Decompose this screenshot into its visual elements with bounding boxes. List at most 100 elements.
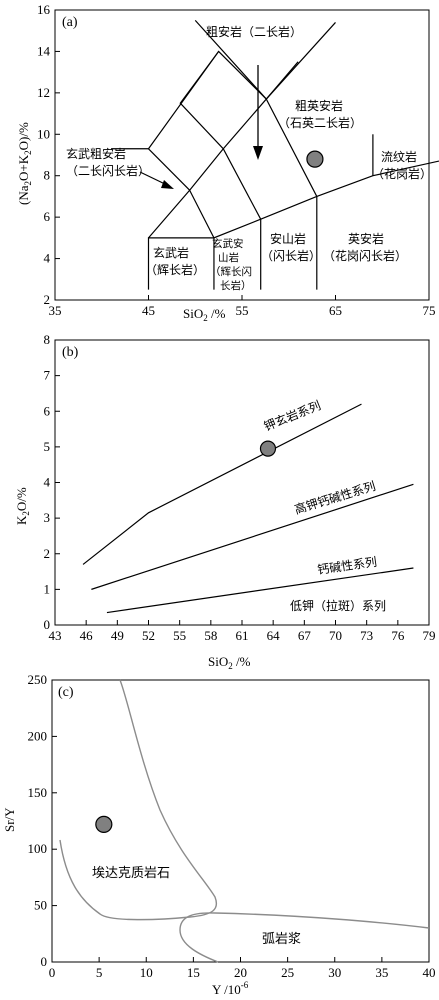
tas-boundary-line: [179, 51, 224, 150]
panel-b-x-tick-label: 46: [80, 628, 94, 643]
panel-a-x-tick-label: 35: [49, 303, 62, 318]
panel-a-y-tick-label: 8: [44, 168, 51, 183]
panel-a-field-boundaries: [111, 19, 439, 290]
field-label-arc-magma: 弧岩浆: [262, 932, 301, 947]
field-label-andesite-1: 安山岩: [270, 231, 306, 246]
field-label-adakite: 埃达克质岩石: [92, 866, 170, 881]
panel-b-k2o-sio2-diagram: (b) 43 46 49 52 55 58 61 64 67 70 73 76 79 012345678…: [14, 332, 436, 671]
field-label-basaltic-andesite-2: 山岩: [218, 251, 239, 264]
panel-a-arrowhead-leader: [161, 180, 174, 189]
panel-b-series-boundaries: [82, 403, 414, 614]
panel-a-tas-diagram: (a) 35 45 55 65 75 2 4 6 8 10 12 14 16 粗安岩（二长岩） 粗英安…: [16, 2, 439, 323]
panel-a-y-tick-label: 6: [44, 209, 51, 224]
field-label-dacite-1: 英安岩: [348, 231, 384, 246]
panel-b-y-tick-label: 5: [44, 439, 51, 454]
panel-b-y-tick-label: 3: [44, 510, 51, 525]
panel-c-sry-y-diagram: (c) 0 5 10 15 20 25 30 35 40 0 50 100 150 200 250 埃达克…: [2, 672, 436, 997]
field-label-trachyandesite: 粗安岩（二长岩）: [206, 24, 302, 39]
panel-a-sample-point: [306, 150, 324, 168]
panel-a-y-tick-label: 10: [37, 126, 50, 141]
panel-c-x-axis-title: Y /10-6: [212, 980, 249, 997]
field-label-basaltic-andesite-3: （辉长闪: [210, 265, 252, 278]
panel-b-label: (b): [62, 345, 79, 360]
panel-b-x-axis-title: SiO2 /%: [208, 654, 251, 671]
arc-magma-field-boundary: [179, 912, 430, 963]
field-label-rhyolite-1: 流纹岩: [381, 149, 417, 164]
field-label-trachydacite-2: （石英二长岩）: [278, 115, 362, 130]
panel-c-x-tick-label: 0: [49, 965, 56, 980]
panel-c-label: (c): [58, 685, 74, 700]
panel-a-y-tick-label: 14: [37, 43, 51, 58]
panel-c-x-tick-label: 5: [96, 965, 103, 980]
panel-b-x-tick-label: 76: [391, 628, 405, 643]
panel-c-y-tick-label: 200: [28, 728, 48, 743]
panel-c-x-tick-label: 35: [375, 965, 388, 980]
panel-b-y-tick-label: 1: [44, 581, 51, 596]
field-label-basalt-2: （辉长岩）: [145, 262, 205, 277]
panel-c-y-tick-label: 0: [41, 954, 48, 969]
panel-a-x-tick-label: 75: [423, 303, 436, 318]
panel-b-y-axis-title: K2O/%: [14, 487, 31, 525]
panel-a-arrow-leader: [139, 171, 168, 186]
panel-a-x-axis-title: SiO2 /%: [183, 306, 226, 323]
panel-a-y-ticks: 2 4 6 8 10 12 14 16: [37, 2, 60, 307]
panel-b-y-tick-label: 0: [44, 617, 51, 632]
panel-a-label: (a): [62, 15, 78, 30]
panel-c-y-ticks: 0 50 100 150 200 250: [28, 672, 57, 969]
panel-b-y-tick-label: 7: [44, 368, 51, 383]
panel-b-x-ticks: 43 46 49 52 55 58 61 64 67 70 73 76 79: [49, 620, 436, 643]
k2o-series-boundary-line: [91, 483, 414, 590]
panel-c-x-tick-label: 40: [423, 965, 436, 980]
field-label-basaltic-andesite-4: 长岩）: [220, 279, 252, 292]
field-label-rhyolite-2: （花岗岩）: [372, 166, 432, 181]
series-label-high-k-calc-alkaline: 高钾钙碱性系列: [292, 478, 377, 517]
field-label-basaltic-trachyandesite-2: （二长闪长岩）: [66, 163, 150, 178]
k2o-series-boundary-line: [82, 403, 362, 565]
tas-boundary-line: [148, 148, 191, 191]
panel-a-y-tick-label: 12: [37, 85, 50, 100]
k2o-series-boundary-line: [106, 567, 414, 614]
panel-c-sample-point: [95, 815, 113, 833]
panel-c-x-ticks: 0 5 10 15 20 25 30 35 40: [49, 957, 436, 980]
panel-c-x-tick-label: 15: [187, 965, 200, 980]
field-label-basaltic-trachyandesite-1: 玄武粗安岩: [66, 146, 126, 161]
field-label-dacite-2: （花岗闪长岩）: [323, 248, 407, 263]
panel-b-y-tick-label: 2: [44, 546, 51, 561]
panel-b-x-tick-label: 52: [142, 628, 155, 643]
tas-boundary-line: [265, 22, 336, 100]
panel-c-y-tick-label: 250: [28, 672, 48, 687]
panel-c-y-tick-label: 150: [28, 785, 48, 800]
panel-c-x-tick-label: 25: [281, 965, 294, 980]
panel-a-x-tick-label: 65: [329, 303, 342, 318]
panel-b-x-tick-label: 79: [423, 628, 436, 643]
panel-b-y-tick-label: 8: [44, 332, 51, 347]
field-label-basaltic-andesite-1: 玄武安: [212, 237, 244, 250]
tas-boundary-line: [189, 189, 215, 239]
field-label-trachydacite-1: 粗英安岩: [295, 98, 343, 113]
panel-b-y-ticks: 0 1 2 3 4 5 6 7 8: [44, 332, 60, 632]
field-label-basalt-1: 玄武岩: [153, 245, 189, 260]
panel-a-x-tick-label: 55: [236, 303, 249, 318]
panel-b-y-tick-label: 6: [44, 403, 51, 418]
panel-a-x-tick-label: 45: [142, 303, 155, 318]
panel-b-x-tick-label: 67: [298, 628, 312, 643]
panel-b-x-tick-label: 58: [204, 628, 217, 643]
panel-b-x-tick-label: 70: [329, 628, 342, 643]
series-label-low-k-tholeiite: 低钾（拉斑）系列: [290, 598, 386, 613]
panel-c-x-tick-label: 30: [328, 965, 341, 980]
panel-a-y-tick-label: 4: [44, 251, 51, 266]
tas-boundary-line: [194, 19, 267, 100]
panel-c-y-tick-label: 50: [34, 898, 47, 913]
series-label-calc-alkaline: 钙碱性系列: [316, 555, 377, 577]
panel-a-y-tick-label: 16: [37, 2, 51, 17]
panel-b-x-tick-label: 55: [173, 628, 186, 643]
panel-b-x-tick-label: 73: [360, 628, 373, 643]
panel-c-y-tick-label: 100: [28, 841, 48, 856]
panel-a-x-ticks: 35 45 55 65 75: [49, 295, 436, 318]
panel-b-x-tick-label: 61: [236, 628, 249, 643]
panel-c-x-tick-label: 10: [140, 965, 153, 980]
panel-a-y-tick-label: 2: [44, 292, 51, 307]
panel-b-x-tick-label: 49: [111, 628, 124, 643]
adakite-field-boundary: [59, 679, 217, 921]
